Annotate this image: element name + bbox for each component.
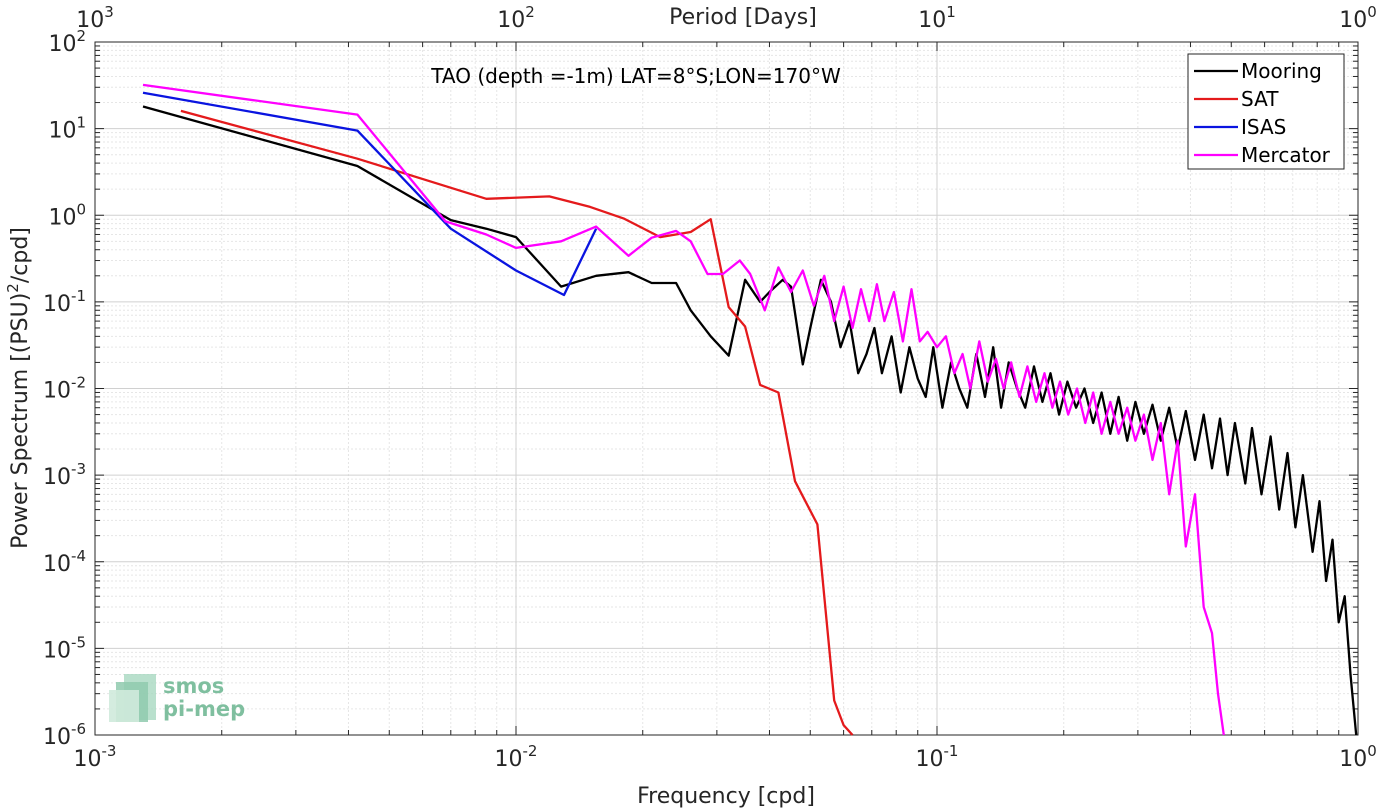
top-axis-title: Period [Days] xyxy=(669,5,817,30)
logo-text-pimep: pi-mep xyxy=(163,697,245,721)
legend-box xyxy=(1187,53,1345,170)
series-layer xyxy=(142,83,1358,736)
x-axis-title: Frequency [cpd] xyxy=(637,784,815,809)
y-axis-title-main: Power Spectrum [(PSU) xyxy=(8,293,33,549)
top-tick-label: 103 xyxy=(76,3,114,33)
x-tick-label: 10-1 xyxy=(916,742,959,772)
y-tick-label: 10-5 xyxy=(43,633,86,663)
x-tick-label: 10-2 xyxy=(495,742,538,772)
y-tick-label: 10-2 xyxy=(43,374,86,404)
legend-items: Mooring SAT ISAS Mercator xyxy=(1194,59,1331,167)
x-tick-label: 10-3 xyxy=(74,742,117,772)
y-axis-title-tail: /cpd] xyxy=(8,227,33,283)
series-line-mercator xyxy=(142,83,1225,736)
y-tick-label: 10-4 xyxy=(43,547,86,577)
y-axis-title: Power Spectrum [(PSU)2/cpd] xyxy=(4,227,33,549)
x-tick-label: 100 xyxy=(1339,742,1377,772)
axis-ticks xyxy=(94,41,1359,736)
y-tick-label: 10-3 xyxy=(43,460,86,490)
series-line-sat xyxy=(180,109,854,736)
legend-label-mooring: Mooring xyxy=(1241,59,1322,83)
top-tick-label: 101 xyxy=(918,3,956,33)
legend-label-mercator: Mercator xyxy=(1241,143,1331,167)
minor-grid xyxy=(95,42,1358,735)
top-tick-label: 102 xyxy=(497,3,535,33)
logo-text-smos: smos xyxy=(163,674,224,698)
y-axis-title-sup: 2 xyxy=(4,283,22,293)
y-tick-label: 101 xyxy=(48,114,86,144)
legend-label-sat: SAT xyxy=(1241,87,1279,111)
y-tick-label: 100 xyxy=(48,200,86,230)
legend: Mooring SAT ISAS Mercator xyxy=(1187,53,1345,170)
annotation-text: TAO (depth =-1m) LAT=8°S;LON=170°W xyxy=(430,64,841,88)
top-tick-label: 100 xyxy=(1339,3,1377,33)
series-line-isas xyxy=(142,91,598,297)
legend-label-isas: ISAS xyxy=(1241,115,1286,139)
y-tick-label: 10-6 xyxy=(43,720,86,750)
logo-mark-front xyxy=(109,690,139,722)
y-tick-label: 10-1 xyxy=(43,287,86,317)
y-tick-label: 102 xyxy=(48,27,86,57)
smos-logo: smos pi-mep xyxy=(109,674,245,722)
series-line-mooring xyxy=(142,105,1358,736)
